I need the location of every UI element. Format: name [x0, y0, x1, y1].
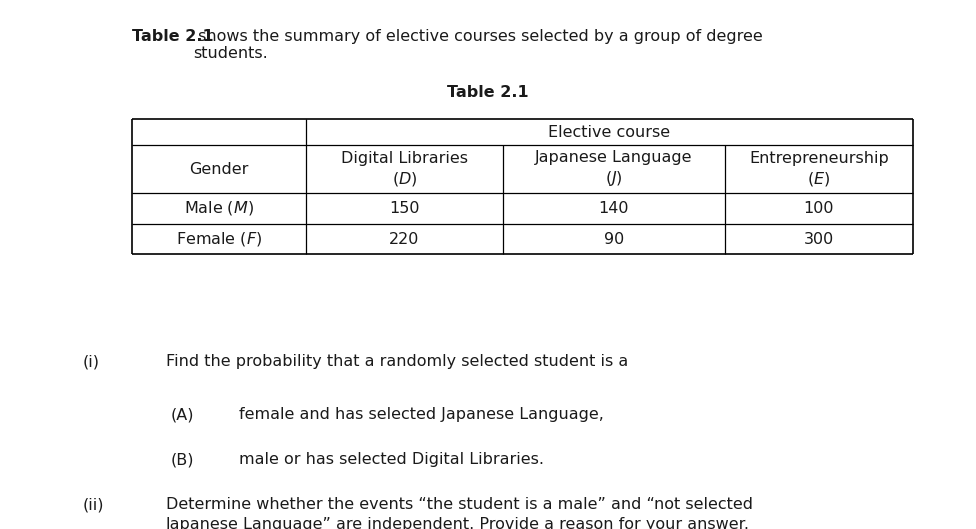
- Text: (B): (B): [171, 452, 194, 467]
- Text: 90: 90: [603, 232, 624, 247]
- Text: Entrepreneurship
$(E)$: Entrepreneurship $(E)$: [749, 151, 889, 188]
- Text: 220: 220: [389, 232, 420, 247]
- Text: (ii): (ii): [83, 497, 104, 512]
- Text: (i): (i): [83, 354, 100, 369]
- Text: 150: 150: [389, 201, 420, 216]
- Text: Table 2.1: Table 2.1: [132, 29, 214, 44]
- Text: 100: 100: [803, 201, 834, 216]
- Text: Determine whether the events “the student is a male” and “not selected
Japanese : Determine whether the events “the studen…: [166, 497, 752, 529]
- Text: Japanese Language
$(J)$: Japanese Language $(J)$: [535, 150, 693, 188]
- Text: Male ($M$): Male ($M$): [184, 199, 254, 217]
- Text: Table 2.1: Table 2.1: [447, 85, 529, 100]
- Text: Digital Libraries
$(D)$: Digital Libraries $(D)$: [341, 151, 468, 188]
- Text: female and has selected Japanese Language,: female and has selected Japanese Languag…: [239, 407, 604, 422]
- Text: male or has selected Digital Libraries.: male or has selected Digital Libraries.: [239, 452, 545, 467]
- Text: Find the probability that a randomly selected student is a: Find the probability that a randomly sel…: [166, 354, 629, 369]
- Text: 140: 140: [598, 201, 629, 216]
- Text: Gender: Gender: [189, 162, 249, 177]
- Text: (A): (A): [171, 407, 194, 422]
- Text: Female ($F$): Female ($F$): [176, 230, 263, 248]
- Text: Elective course: Elective course: [549, 125, 671, 140]
- Text: 300: 300: [803, 232, 834, 247]
- Text: shows the summary of elective courses selected by a group of degree
students.: shows the summary of elective courses se…: [193, 29, 763, 61]
